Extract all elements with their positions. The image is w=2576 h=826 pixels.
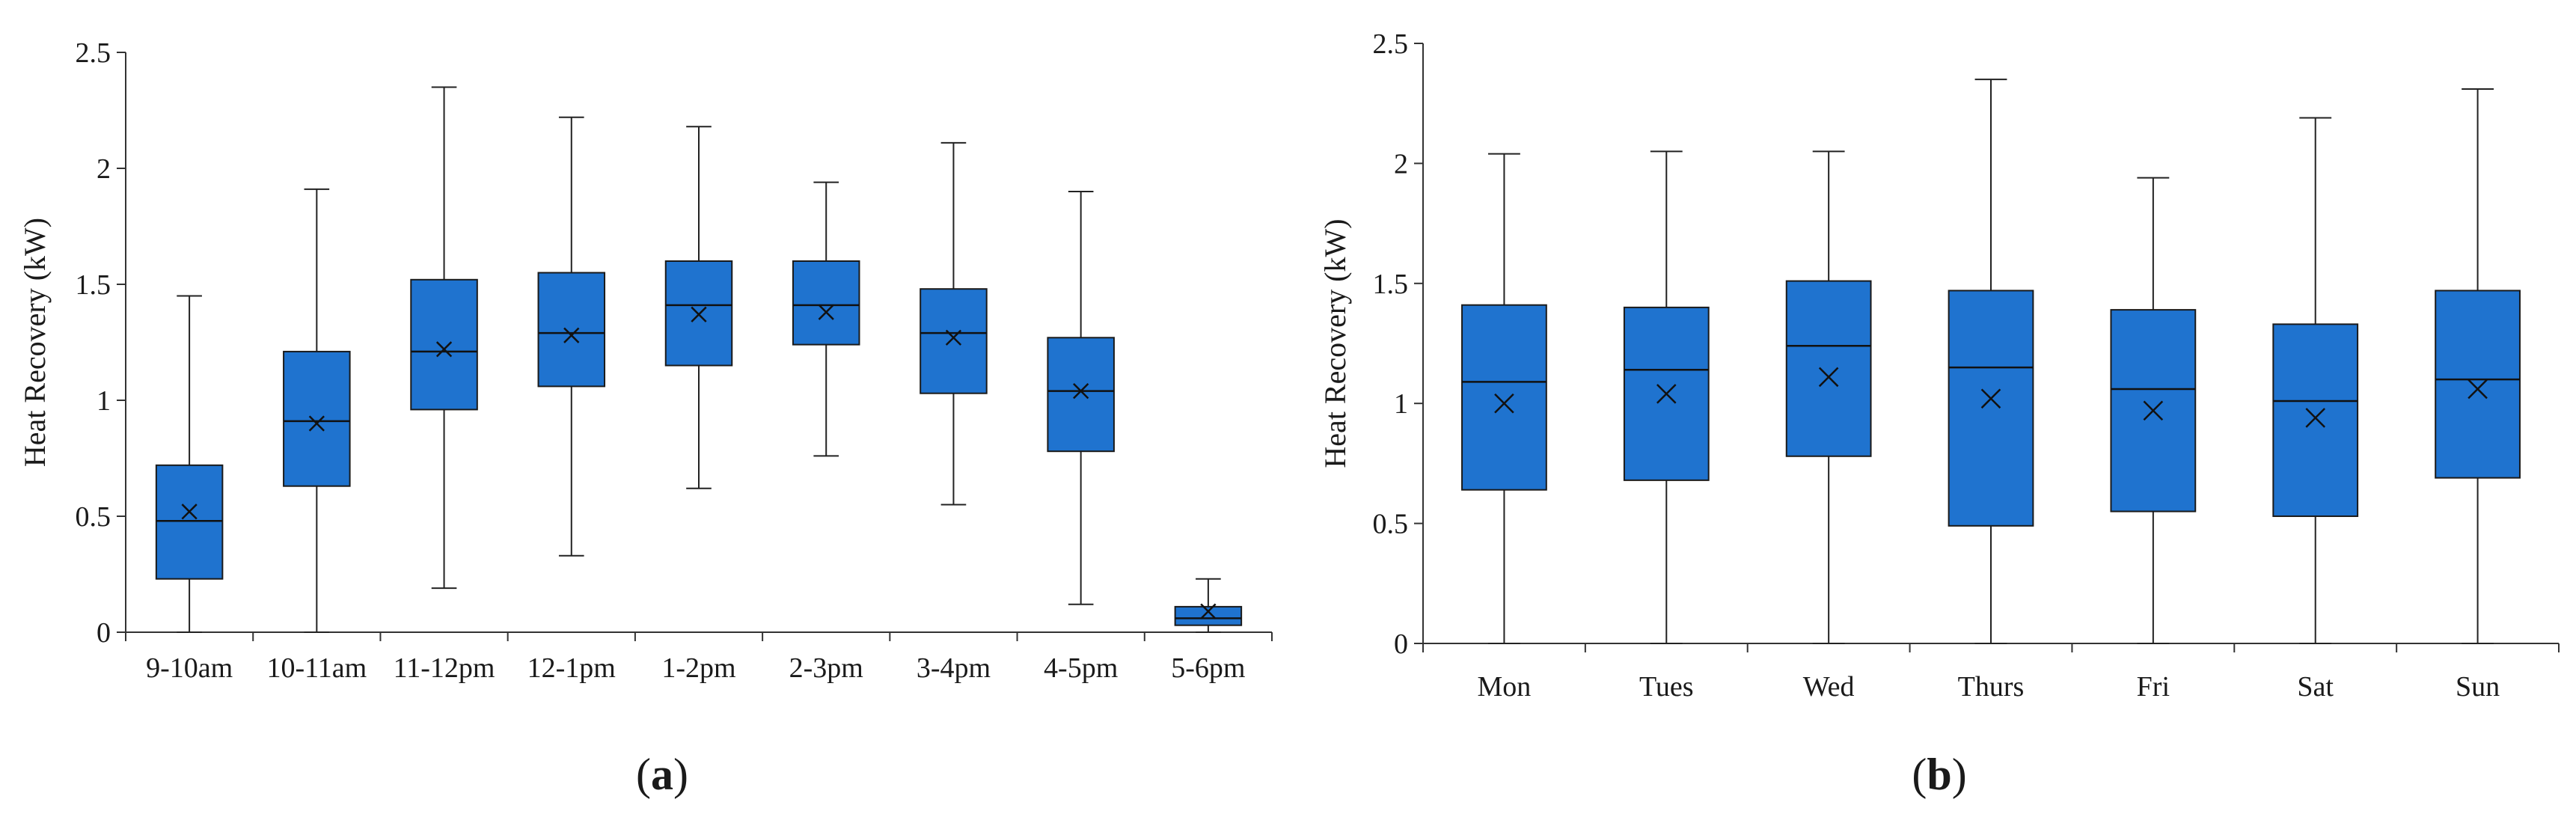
box-9-10am <box>155 295 224 633</box>
x-tick-label: 5-6pm <box>1171 652 1245 684</box>
x-tick-label: 1-2pm <box>661 652 735 684</box>
box-1-2pm <box>664 126 733 489</box>
box-12-1pm <box>537 116 606 557</box>
box-Tues <box>1623 150 1710 644</box>
mean-marker <box>945 329 962 346</box>
box-2-3pm <box>792 181 860 457</box>
box-iqr <box>792 260 860 346</box>
box-iqr <box>2435 290 2521 479</box>
box-Mon <box>1461 153 1547 644</box>
box-11-12pm <box>410 86 478 590</box>
box-iqr <box>1047 337 1115 453</box>
y-tick-label: 0.5 <box>76 501 111 533</box>
box-iqr <box>155 464 224 580</box>
x-tick-label: 11-12pm <box>394 652 495 684</box>
box-iqr <box>410 278 478 411</box>
box-5-6pm <box>1174 578 1243 633</box>
box-iqr <box>283 350 351 487</box>
box-4-5pm <box>1047 191 1115 605</box>
y-tick-label: 1.5 <box>1373 269 1409 300</box>
box-3-4pm <box>920 141 988 506</box>
x-tick-label: 4-5pm <box>1044 652 1118 684</box>
box-iqr <box>1174 605 1243 626</box>
box-Fri <box>2110 177 2197 644</box>
x-tick-label: 12-1pm <box>527 652 616 684</box>
box-iqr <box>1948 290 2034 527</box>
x-tick-label: Tues <box>1639 671 1694 703</box>
mean-marker <box>2468 379 2488 400</box>
y-tick-label: 0.5 <box>1373 509 1409 540</box>
box-Sat <box>2272 117 2359 644</box>
box-plot-by-hour: 0 0.5 1 1.5 2 2.5 Heat Recovery (kW) 9-10am 10-1… <box>18 37 1273 799</box>
mean-marker <box>1494 393 1514 414</box>
x-tick-label: 10-11am <box>266 652 367 684</box>
box-iqr <box>920 288 988 394</box>
x-tick-label: Fri <box>2137 671 2170 703</box>
x-tick-label: Thurs <box>1958 671 2025 703</box>
box-Wed <box>1785 150 1872 644</box>
y-tick-label: 1.5 <box>76 269 111 301</box>
y-tick-label: 2 <box>1394 148 1408 180</box>
mean-marker <box>2143 400 2164 421</box>
y-tick-label: 2.5 <box>76 37 111 69</box>
panel-label-open: ( <box>636 750 651 799</box>
panel-label: (a) <box>636 750 688 799</box>
panel-label-letter: a <box>651 750 673 799</box>
y-tick-label: 0 <box>1394 628 1408 660</box>
box-iqr <box>1785 280 1872 457</box>
x-tick-label: 2-3pm <box>789 652 863 684</box>
mean-marker <box>1818 367 1839 388</box>
x-tick-label: Wed <box>1803 671 1855 703</box>
mean-marker <box>563 327 580 343</box>
y-axis-title: Heat Recovery (kW) <box>18 218 52 467</box>
y-tick-label: 2 <box>97 153 111 185</box>
x-tick-label: Sun <box>2456 671 2500 703</box>
x-tick-label: 3-4pm <box>917 652 991 684</box>
y-tick-label: 1 <box>1394 388 1408 420</box>
box-iqr <box>537 272 606 388</box>
box-Thurs <box>1948 79 2034 644</box>
panel-label: (b) <box>1912 750 1966 799</box>
mean-marker <box>1980 388 2001 409</box>
mean-marker <box>691 306 707 322</box>
y-tick-label: 0 <box>97 617 111 649</box>
y-tick-label: 1 <box>97 385 111 417</box>
x-tick-label: Sat <box>2297 671 2334 703</box>
mean-marker <box>1073 382 1089 400</box>
mean-marker <box>181 504 198 520</box>
box-iqr <box>1461 304 1547 491</box>
box-iqr <box>2272 323 2359 517</box>
box-10-11am <box>283 188 351 633</box>
x-tick-label: 9-10am <box>146 652 233 684</box>
mean-marker <box>1656 384 1677 404</box>
x-tick-label: Mon <box>1478 671 1532 703</box>
box-plot-by-day: 0 0.5 1 1.5 2 2.5 Heat Recovery (kW) Mon Tues Wed… <box>1318 28 2560 799</box>
mean-marker <box>308 415 325 432</box>
box-Sun <box>2435 88 2521 644</box>
y-axis-title: Heat Recovery (kW) <box>1318 218 1352 468</box>
mean-marker <box>435 341 453 358</box>
panel-label-open: ( <box>1912 750 1927 799</box>
mean-marker <box>2305 408 2326 428</box>
mean-marker <box>818 304 834 320</box>
panel-label-close: ) <box>673 750 688 799</box>
panel-label-close: ) <box>1952 750 1967 799</box>
mean-marker <box>1200 603 1217 620</box>
y-tick-label: 2.5 <box>1373 28 1409 60</box>
panel-label-letter: b <box>1927 750 1951 799</box>
